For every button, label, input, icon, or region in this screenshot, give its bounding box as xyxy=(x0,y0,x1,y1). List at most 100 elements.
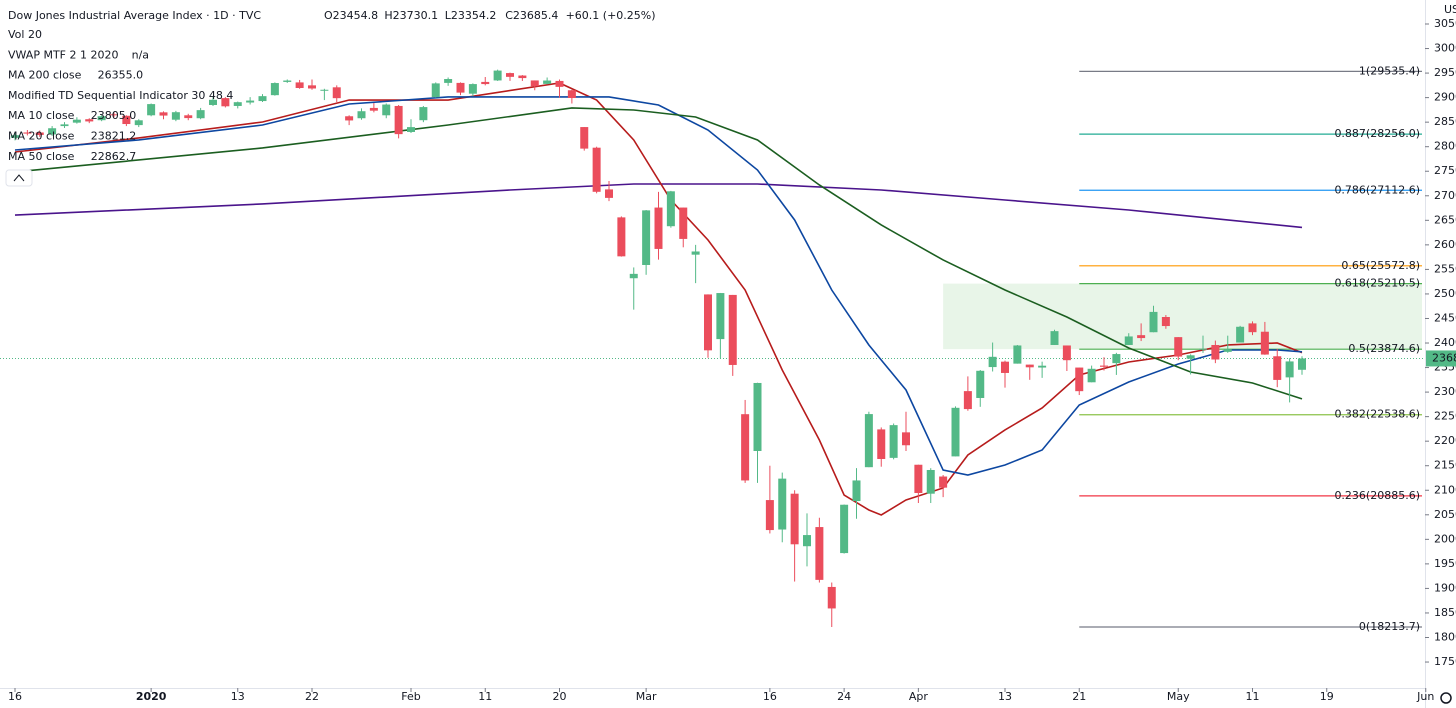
candle-body xyxy=(852,480,861,502)
candle-body xyxy=(1273,356,1282,380)
candle-body xyxy=(332,87,341,99)
x-tick-label: 16 xyxy=(763,690,777,703)
y-tick-label: 2950 xyxy=(1434,66,1456,79)
candle-body xyxy=(1124,336,1133,345)
chart-title: Dow Jones Industrial Average Index · 1D … xyxy=(8,9,261,22)
candle-body xyxy=(493,70,502,81)
candle-body xyxy=(1236,326,1245,343)
fib-label: 0.887(28256.0) xyxy=(1334,127,1420,140)
x-tick-label: May xyxy=(1167,690,1190,703)
candle-body xyxy=(679,207,688,239)
legend-name: MA 20 close xyxy=(8,130,75,143)
y-tick-label: 2800 xyxy=(1434,140,1456,153)
candle-body xyxy=(914,464,923,494)
y-tick-label: 1900 xyxy=(1434,581,1456,594)
candle-body xyxy=(1285,361,1294,378)
candle-body xyxy=(976,370,985,398)
legend-name: Vol 20 xyxy=(8,28,42,41)
candle-body xyxy=(122,115,131,125)
candle-body xyxy=(184,115,193,119)
candle-body xyxy=(1149,311,1158,333)
candle-body xyxy=(171,112,180,120)
candle-body xyxy=(134,120,143,126)
candle-body xyxy=(23,132,32,134)
y-tick-label: 2250 xyxy=(1434,410,1456,423)
candle-body xyxy=(778,478,787,530)
fib-label: 0.5(23874.6) xyxy=(1348,342,1420,355)
currency-label: US xyxy=(1444,3,1456,16)
candle-body xyxy=(456,82,465,93)
candle-body xyxy=(97,116,106,121)
candle-body xyxy=(147,104,156,116)
candle-body xyxy=(530,80,539,87)
candle-body xyxy=(1038,365,1047,368)
candle-body xyxy=(1112,354,1121,364)
candle-body xyxy=(506,73,514,77)
candle-body xyxy=(518,75,527,79)
legend-value: 23821.2 xyxy=(91,130,137,143)
candle-body xyxy=(1013,345,1022,364)
x-tick-label: 20 xyxy=(553,690,567,703)
candle-body xyxy=(60,124,69,127)
candle-body xyxy=(48,128,57,135)
candle-body xyxy=(431,83,440,98)
legend-name: VWAP MTF 2 1 2020 xyxy=(8,48,118,61)
last-price-label: 2368 xyxy=(1432,351,1456,364)
settings-icon[interactable] xyxy=(1440,692,1452,704)
candle-body xyxy=(815,527,824,580)
candle-body xyxy=(1174,337,1183,357)
x-tick-label: 22 xyxy=(305,690,319,703)
y-tick-label: 2600 xyxy=(1434,238,1456,251)
plot-area: 1(29535.4) 0.887(28256.0) 0.786(27112.6) 0.… xyxy=(0,64,1425,633)
candle-body xyxy=(444,79,453,83)
candle-body xyxy=(407,127,415,132)
candle-body xyxy=(270,83,279,96)
candle-body xyxy=(666,191,675,227)
candle-body xyxy=(246,100,255,103)
candle-body xyxy=(605,189,613,198)
candle-body xyxy=(753,382,762,451)
legend-name: MA 10 close xyxy=(8,109,75,122)
candle-body xyxy=(196,110,205,119)
candle-body xyxy=(369,107,378,111)
x-tick-label: 19 xyxy=(1320,690,1334,703)
candle-body xyxy=(468,84,477,94)
candle-body xyxy=(803,535,811,547)
candle-body xyxy=(765,500,774,531)
y-tick-label: 1850 xyxy=(1434,606,1456,619)
candle-body xyxy=(1199,348,1207,350)
candle-body xyxy=(72,119,81,123)
candle-body xyxy=(704,294,712,351)
candle-body xyxy=(1062,345,1071,361)
candle-body xyxy=(209,99,217,105)
candle-body xyxy=(345,116,354,121)
candle-body xyxy=(159,112,168,116)
legend-name: MA 200 close xyxy=(8,69,82,82)
candle-body xyxy=(320,89,329,91)
y-tick-label: 2900 xyxy=(1434,91,1456,104)
candle-body xyxy=(1025,364,1034,368)
candle-body xyxy=(617,217,626,257)
y-tick-label: 2850 xyxy=(1434,115,1456,128)
fib-zone xyxy=(943,283,1422,350)
candle-body xyxy=(283,80,292,82)
candle-body xyxy=(394,105,403,135)
candle-body xyxy=(543,80,552,84)
y-tick-label: 2700 xyxy=(1434,189,1456,202)
fib-label: 0.786(27112.6) xyxy=(1334,183,1420,196)
fib-label: 0(18213.7) xyxy=(1359,620,1420,633)
candle-body xyxy=(1137,335,1146,339)
legend-value: 22862.7 xyxy=(91,150,137,163)
candle-body xyxy=(716,293,725,340)
y-tick-label: 2750 xyxy=(1434,164,1456,177)
candle-body xyxy=(1087,368,1096,383)
candle-body xyxy=(592,147,601,192)
candle-body xyxy=(419,107,428,121)
y-tick-label: 2050 xyxy=(1434,508,1456,521)
legend: Dow Jones Industrial Average Index · 1D … xyxy=(5,9,656,187)
candle-body xyxy=(939,476,948,488)
fib-label: 0.65(25572.8) xyxy=(1341,259,1420,272)
x-tick-label: 11 xyxy=(478,690,492,703)
candle-body xyxy=(1211,344,1220,360)
